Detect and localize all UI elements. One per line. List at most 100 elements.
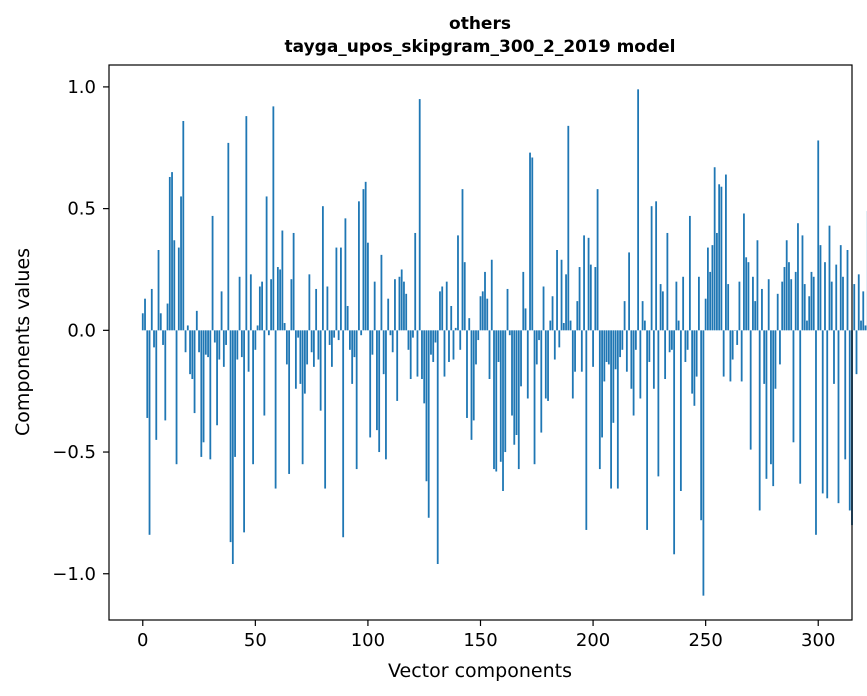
bar: [272, 106, 275, 331]
bar: [700, 330, 703, 521]
y-tick-label: 0.5: [67, 199, 96, 220]
chart-subtitle: tayga_upos_skipgram_300_2_2019 model: [285, 37, 676, 57]
bar: [198, 330, 200, 353]
bar: [504, 330, 507, 453]
bar: [475, 330, 477, 365]
bar: [423, 330, 426, 404]
bar: [265, 196, 268, 331]
bar: [436, 330, 439, 565]
bar: [326, 286, 329, 331]
chart-title: others: [449, 14, 511, 34]
bar: [270, 279, 273, 331]
bar: [358, 201, 360, 331]
bar: [522, 271, 525, 331]
bar: [425, 330, 428, 482]
bar: [234, 330, 236, 457]
bar: [574, 330, 576, 372]
bar: [639, 330, 642, 399]
bar: [533, 330, 536, 465]
bar: [141, 313, 144, 331]
bar: [317, 330, 320, 360]
bar: [434, 330, 437, 343]
bar: [661, 291, 664, 331]
bar: [303, 330, 306, 394]
bar: [535, 330, 538, 365]
x-tick-label: 150: [463, 630, 497, 651]
bar: [380, 254, 383, 331]
bar: [493, 330, 495, 470]
bar: [815, 330, 817, 535]
bar: [247, 330, 250, 372]
plot-frame: [108, 64, 853, 621]
bar: [819, 245, 822, 331]
bar: [589, 264, 592, 331]
bar: [648, 330, 651, 362]
bar: [830, 281, 833, 331]
bar: [740, 330, 743, 382]
bar: [691, 330, 694, 394]
bar: [294, 330, 297, 389]
bar: [812, 276, 815, 331]
bar: [637, 89, 640, 331]
x-tick-label: 250: [688, 630, 722, 651]
bar: [213, 330, 216, 343]
bar: [412, 330, 414, 338]
bar: [182, 120, 185, 331]
bar: [238, 276, 241, 331]
bar: [279, 269, 282, 331]
bar: [396, 330, 399, 401]
bar: [828, 225, 831, 331]
bar: [488, 330, 491, 380]
bar: [497, 330, 500, 362]
bar: [315, 288, 318, 331]
bar: [364, 181, 367, 331]
bar: [736, 330, 739, 345]
bar: [394, 279, 396, 331]
bar: [448, 330, 450, 362]
bar: [790, 279, 793, 331]
bar: [236, 330, 239, 360]
bar: [718, 184, 721, 331]
bar: [378, 330, 381, 453]
bar: [695, 330, 698, 377]
bar: [792, 330, 795, 443]
bar: [686, 330, 689, 350]
bar: [331, 330, 333, 367]
bar: [745, 257, 748, 331]
bar: [153, 330, 155, 348]
x-tick-label: 300: [801, 630, 835, 651]
bar: [400, 269, 403, 331]
bar: [499, 330, 502, 462]
bar: [682, 276, 685, 331]
bar: [502, 330, 504, 491]
bar: [321, 206, 324, 331]
bar: [276, 267, 279, 331]
bar: [646, 330, 649, 530]
bar: [716, 232, 718, 331]
bar: [495, 330, 498, 472]
bar: [144, 298, 146, 331]
bar: [191, 330, 194, 380]
bar: [441, 286, 444, 331]
bar: [184, 330, 187, 353]
bar: [324, 330, 327, 489]
bar: [470, 330, 473, 440]
bar: [297, 330, 300, 338]
bar: [342, 330, 345, 538]
bar: [252, 330, 254, 465]
bar: [803, 284, 806, 331]
bar: [306, 330, 309, 365]
bar: [547, 330, 549, 401]
bar: [403, 281, 405, 331]
bar: [371, 330, 374, 355]
bar: [835, 264, 838, 331]
bar: [785, 240, 788, 331]
bar: [846, 250, 849, 331]
bar: [630, 330, 633, 389]
x-tick-label: 200: [576, 630, 610, 651]
y-tick-label: 0.0: [67, 320, 96, 341]
bar: [607, 330, 610, 365]
bar: [432, 330, 435, 362]
bar: [560, 259, 563, 331]
bar: [580, 330, 583, 372]
